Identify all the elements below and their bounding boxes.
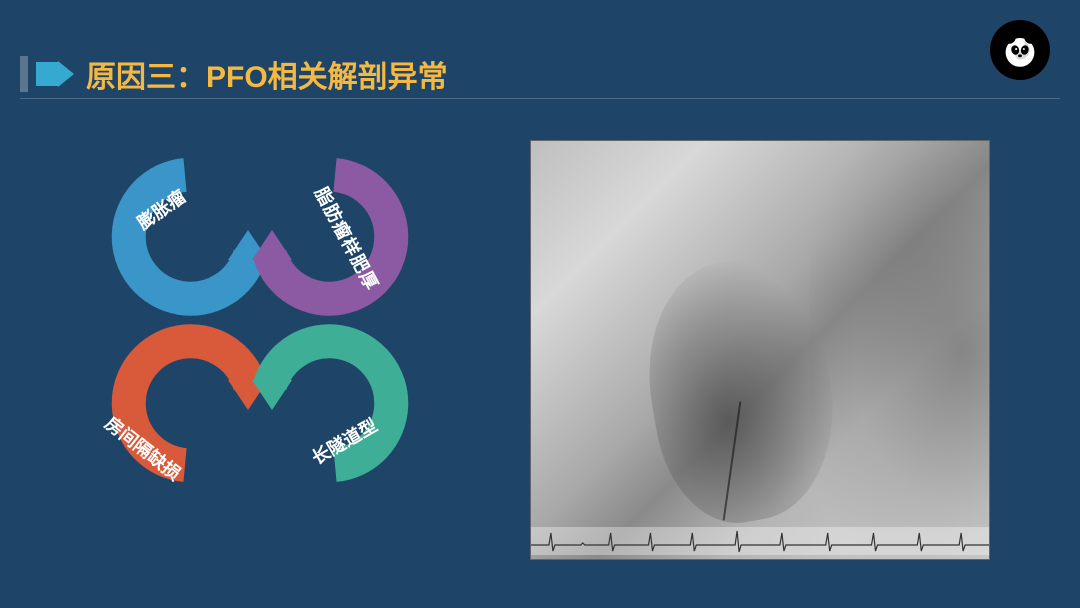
title-underline (20, 98, 1060, 99)
ecg-strip (531, 527, 989, 555)
brand-logo (990, 20, 1050, 80)
title-arrow-icon (36, 62, 76, 86)
diagram-segment-top-right: 脂肪瘤样肥厚 (250, 160, 420, 330)
diagram-segment-top-left: 膨胀瘤 (100, 160, 270, 330)
slide-title: 原因三：PFO相关解剖异常 (86, 52, 448, 96)
panda-icon (996, 26, 1044, 74)
cyclic-diagram: 膨胀瘤 脂肪瘤样肥厚 房间隔缺损 长隧道型 (90, 160, 430, 500)
slide-content: 膨胀瘤 脂肪瘤样肥厚 房间隔缺损 长隧道型 (0, 130, 1080, 608)
title-accent-bar (20, 56, 28, 92)
fluoroscopy-image (530, 140, 990, 560)
slide-header: 原因三：PFO相关解剖异常 (20, 52, 1060, 96)
image-shadow-region (809, 140, 990, 560)
diagram-segment-bottom-left: 房间隔缺损 (100, 310, 270, 480)
diagram-segment-bottom-right: 长隧道型 (250, 310, 420, 480)
